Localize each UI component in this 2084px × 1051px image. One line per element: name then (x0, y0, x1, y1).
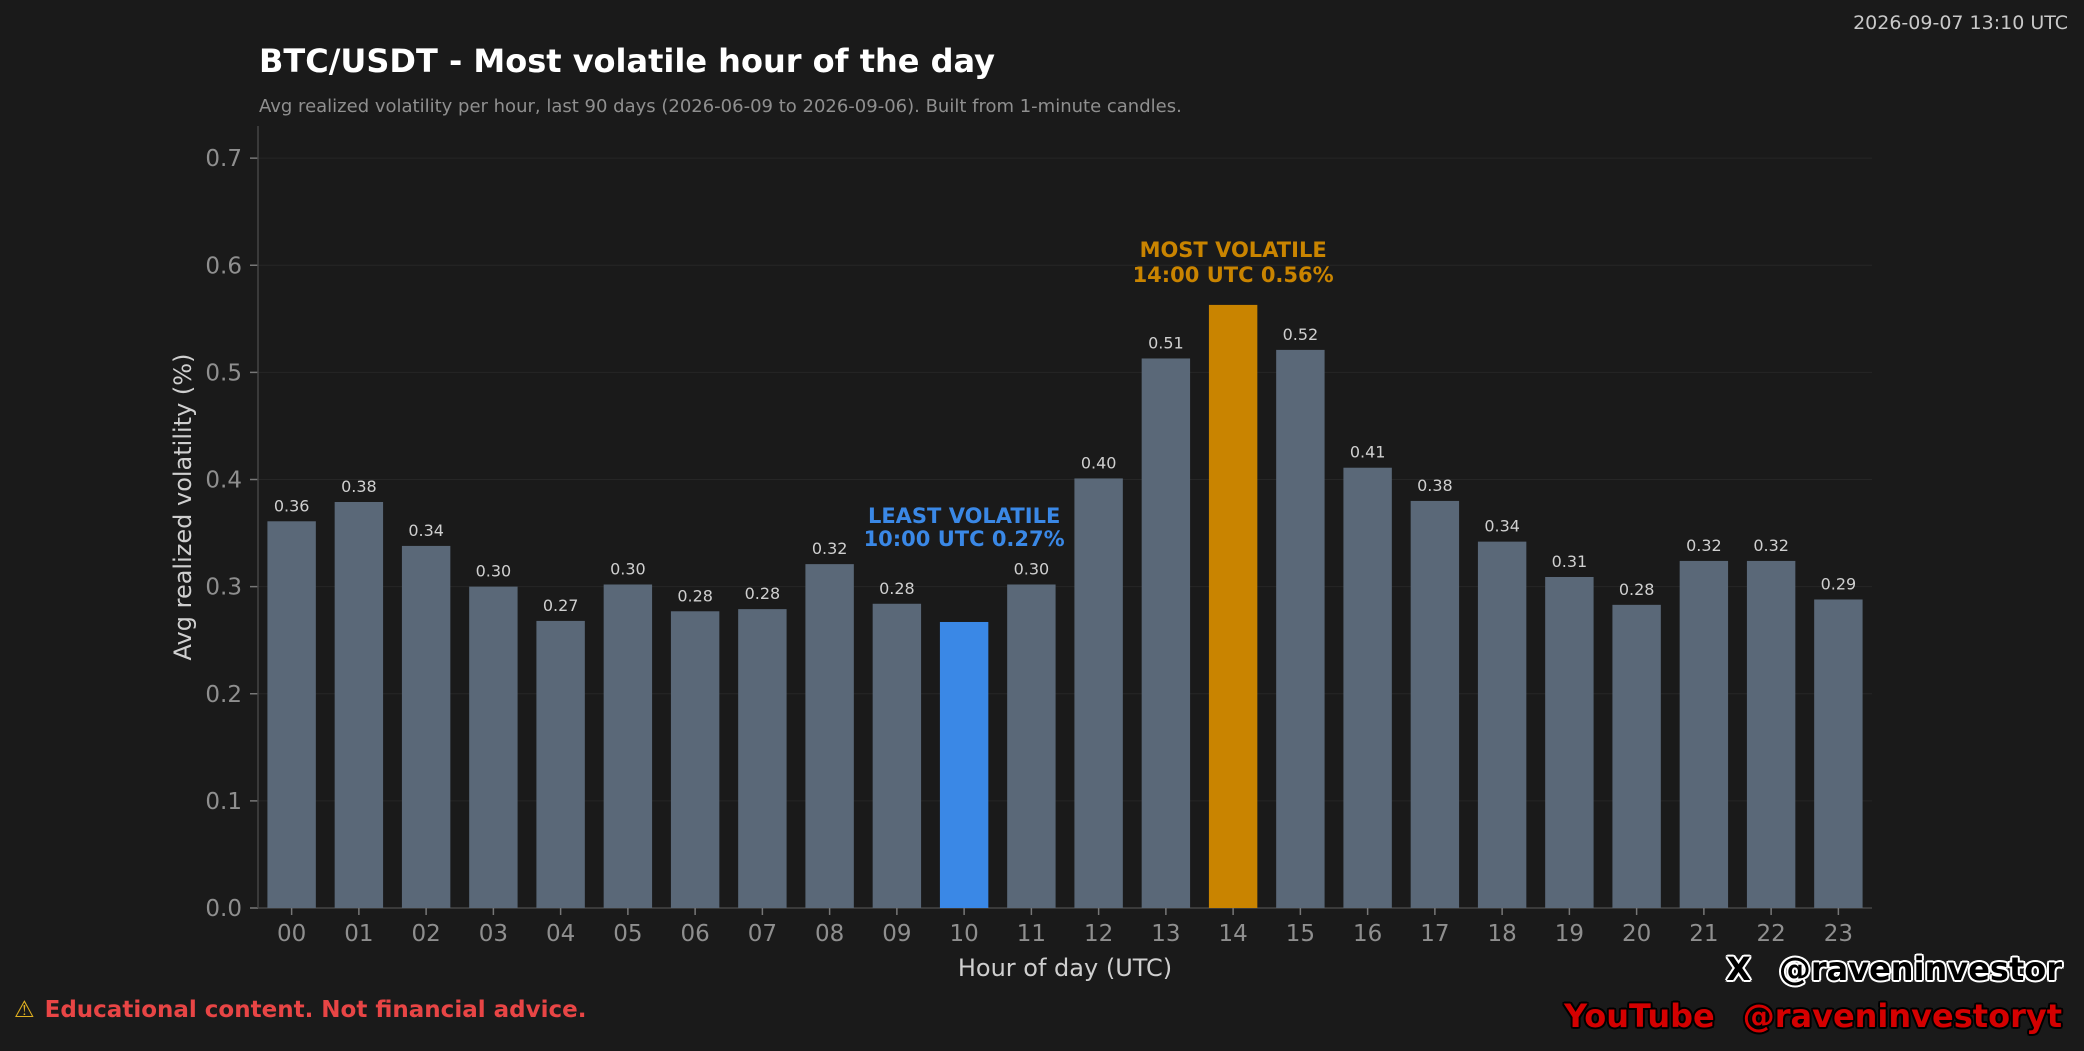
bar (1410, 500, 1460, 908)
bar (603, 584, 653, 908)
value-label: 0.28 (745, 584, 781, 603)
value-label: 0.30 (1014, 559, 1050, 578)
bar (267, 521, 316, 908)
value-label: 0.34 (1484, 517, 1520, 536)
x-tick-label: 19 (1555, 921, 1584, 947)
x-tick-label: 14 (1218, 921, 1247, 947)
youtube-label: YouTube (1564, 997, 1715, 1035)
x-tick-label: 11 (1017, 921, 1046, 947)
bar (1746, 560, 1796, 908)
value-label: 0.51 (1148, 333, 1184, 352)
disclaimer-text: Educational content. Not financial advic… (44, 997, 587, 1023)
value-label: 0.36 (274, 496, 310, 515)
x-tick-label: 22 (1756, 921, 1785, 947)
y-tick-label: 0.6 (205, 253, 242, 279)
x-tick-label: 15 (1286, 921, 1315, 947)
x-tick-label: 10 (949, 921, 978, 947)
value-label: 0.32 (812, 539, 848, 558)
y-tick-label: 0.7 (205, 146, 242, 172)
x-tick-label: 20 (1622, 921, 1651, 947)
bar (805, 564, 854, 908)
bar-least-volatile (939, 621, 989, 908)
x-tick-label: 17 (1420, 921, 1449, 947)
disclaimer: ⚠ Educational content. Not financial advi… (14, 997, 586, 1023)
bar (1141, 358, 1191, 908)
value-label: 0.32 (1686, 536, 1722, 555)
bar-most-volatile (1208, 304, 1258, 909)
value-label: 0.52 (1283, 325, 1319, 344)
y-tick-label: 0.0 (205, 896, 242, 922)
bar (872, 603, 922, 908)
bar (1343, 467, 1392, 908)
x-tick-label: 16 (1353, 921, 1382, 947)
timestamp: 2026-09-07 13:10 UTC (1853, 12, 2068, 34)
x-tick-label: 04 (546, 921, 575, 947)
x-tick-label: 06 (680, 921, 709, 947)
x-tick-label: 21 (1689, 921, 1718, 947)
value-label: 0.30 (476, 562, 512, 581)
x-tick-label: 23 (1824, 921, 1853, 947)
warning-icon: ⚠ (14, 997, 35, 1023)
value-label: 0.38 (341, 477, 377, 496)
bar (1679, 560, 1729, 908)
value-label: 0.28 (879, 579, 915, 598)
value-label: 0.38 (1417, 476, 1453, 495)
x-tick-label: 08 (815, 921, 844, 947)
x-tick-label: 07 (748, 921, 777, 947)
x-logo-icon: X (1726, 950, 1751, 988)
most-volatile-label: MOST VOLATILE (1140, 238, 1327, 262)
x-tick-label: 18 (1487, 921, 1516, 947)
least-volatile-label: LEAST VOLATILE (868, 504, 1060, 528)
y-tick-label: 0.1 (205, 789, 242, 815)
bar (1477, 541, 1527, 908)
y-tick-label: 0.4 (205, 468, 242, 494)
x-tick-label: 09 (882, 921, 911, 947)
bar (1276, 349, 1325, 908)
bar (1545, 576, 1594, 908)
bar (334, 502, 384, 908)
x-tick-label: 02 (411, 921, 440, 947)
value-label: 0.41 (1350, 443, 1386, 462)
chart-subtitle: Avg realized volatility per hour, last 9… (259, 96, 1182, 117)
value-label: 0.34 (408, 521, 444, 540)
least-volatile-value: 10:00 UTC 0.27% (864, 527, 1065, 551)
x-tick-label: 03 (479, 921, 508, 947)
value-label: 0.40 (1081, 453, 1117, 472)
y-tick-label: 0.3 (205, 575, 242, 601)
x-handle-text: @raveninvestor (1778, 950, 2062, 988)
youtube-handle: YouTube @raveninvestoryt (1564, 997, 2062, 1035)
value-label: 0.32 (1753, 536, 1789, 555)
y-tick-label: 0.5 (205, 360, 242, 386)
bar (1074, 478, 1123, 908)
value-label: 0.28 (677, 586, 713, 605)
bar (401, 545, 451, 908)
bar (738, 609, 787, 908)
x-tick-label: 00 (277, 921, 306, 947)
youtube-handle-text: @raveninvestoryt (1742, 997, 2062, 1035)
x-tick-label: 05 (613, 921, 642, 947)
x-handle: X @raveninvestor (1726, 950, 2062, 988)
bar (1007, 584, 1056, 908)
most-volatile-value: 14:00 UTC 0.56% (1133, 263, 1334, 287)
value-label: 0.27 (543, 596, 579, 615)
value-label: 0.29 (1821, 574, 1857, 593)
x-tick-label: 12 (1084, 921, 1113, 947)
y-tick-label: 0.2 (205, 682, 242, 708)
bar (536, 620, 585, 908)
bar (469, 586, 518, 908)
bar (1814, 599, 1863, 908)
value-label: 0.28 (1619, 580, 1655, 599)
y-axis-label: Avg realized volatility (%) (169, 354, 197, 661)
bar (670, 611, 720, 908)
x-axis-label: Hour of day (UTC) (958, 954, 1172, 982)
x-tick-label: 01 (344, 921, 373, 947)
value-label: 0.31 (1552, 552, 1588, 571)
bar (1612, 604, 1661, 908)
value-label: 0.30 (610, 559, 646, 578)
chart-title: BTC/USDT - Most volatile hour of the day (259, 42, 995, 80)
x-tick-label: 13 (1151, 921, 1180, 947)
